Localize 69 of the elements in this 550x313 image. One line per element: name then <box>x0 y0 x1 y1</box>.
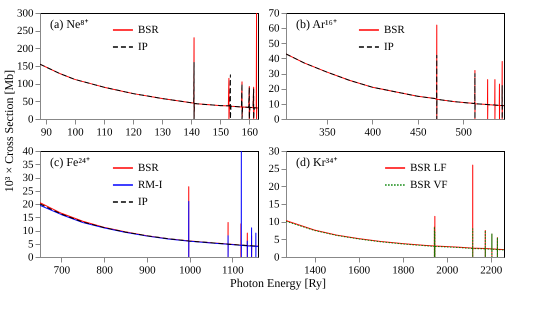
legend-label: BSR <box>138 24 160 36</box>
annotation: (a) Ne⁸⁺ <box>50 17 88 31</box>
x-tick-label: 2000 <box>436 264 459 276</box>
x-axis-title: Photon Energy [Ry] <box>230 276 326 290</box>
x-tick-label: 140 <box>183 126 200 138</box>
x-tick-label: 160 <box>242 126 259 138</box>
y-tick-label: 5 <box>274 234 280 246</box>
x-tick-label: 1100 <box>222 264 244 276</box>
y-tick-label: 15 <box>22 212 34 224</box>
x-tick-label: 700 <box>54 264 71 276</box>
x-tick-label: 110 <box>96 126 113 138</box>
y-tick-label: 200 <box>17 42 34 55</box>
y-tick-label: 25 <box>22 185 34 198</box>
legend-label: BSR <box>138 162 160 174</box>
y-tick-label: 150 <box>17 60 34 72</box>
x-tick-label: 150 <box>212 126 230 138</box>
y-tick-label: 10 <box>268 98 280 110</box>
y-tick-label: 20 <box>268 83 280 96</box>
legend-label: BSR LF <box>410 162 446 174</box>
x-tick-label: 450 <box>410 126 427 138</box>
y-tick-label: 20 <box>22 198 34 210</box>
x-tick-label: 800 <box>96 264 114 276</box>
y-tick-label: 0 <box>28 114 34 126</box>
y-tick-label: 50 <box>22 96 34 108</box>
x-tick-label: 350 <box>319 126 336 138</box>
x-tick-label: 2200 <box>480 264 503 276</box>
legend-label: RM-I <box>138 179 163 191</box>
y-tick-label: 35 <box>22 158 34 171</box>
annotation: (c) Fe²⁴⁺ <box>50 155 90 169</box>
y-tick-label: 250 <box>17 25 34 38</box>
legend-label: IP <box>384 41 394 53</box>
y-tick-label: 50 <box>268 38 280 50</box>
annotation: (d) Kr³⁴⁺ <box>296 155 338 169</box>
legend-label: IP <box>138 196 148 208</box>
legend-label: IP <box>138 41 148 53</box>
x-tick-label: 500 <box>455 126 472 138</box>
x-tick-label: 130 <box>154 126 172 138</box>
line-series <box>40 204 258 247</box>
y-tick-label: 100 <box>17 78 34 90</box>
x-tick-label: 900 <box>139 264 156 276</box>
y-tick-label: 30 <box>268 68 280 80</box>
y-tick-label: 300 <box>17 8 34 20</box>
y-tick-label: 10 <box>22 225 34 237</box>
y-tick-label: 60 <box>268 22 280 35</box>
y-tick-label: 30 <box>22 172 34 184</box>
x-tick-label: 1000 <box>179 264 202 276</box>
y-tick-label: 70 <box>268 8 280 20</box>
legend-label: BSR <box>384 24 406 36</box>
x-tick-label: 1400 <box>304 264 327 276</box>
y-tick-label: 0 <box>28 252 34 264</box>
y-axis-title: 10³ × Cross Section [Mb] <box>2 70 16 192</box>
x-tick-label: 1800 <box>392 264 415 276</box>
x-tick-label: 90 <box>40 126 52 138</box>
x-tick-label: 120 <box>125 126 142 138</box>
y-tick-label: 40 <box>22 146 34 158</box>
y-tick-label: 20 <box>268 180 280 193</box>
y-tick-label: 40 <box>268 52 280 65</box>
y-tick-label: 25 <box>268 163 280 176</box>
y-tick-label: 0 <box>274 114 280 126</box>
y-tick-label: 15 <box>268 198 280 210</box>
y-tick-label: 30 <box>268 146 280 158</box>
x-tick-label: 1600 <box>348 264 371 276</box>
annotation: (b) Ar¹⁶⁺ <box>296 17 337 31</box>
legend-label: BSR VF <box>410 179 448 191</box>
y-tick-label: 10 <box>268 216 280 228</box>
y-tick-label: 5 <box>28 238 34 250</box>
x-tick-label: 400 <box>364 126 382 138</box>
y-tick-label: 0 <box>274 252 280 264</box>
x-tick-label: 100 <box>67 126 84 138</box>
